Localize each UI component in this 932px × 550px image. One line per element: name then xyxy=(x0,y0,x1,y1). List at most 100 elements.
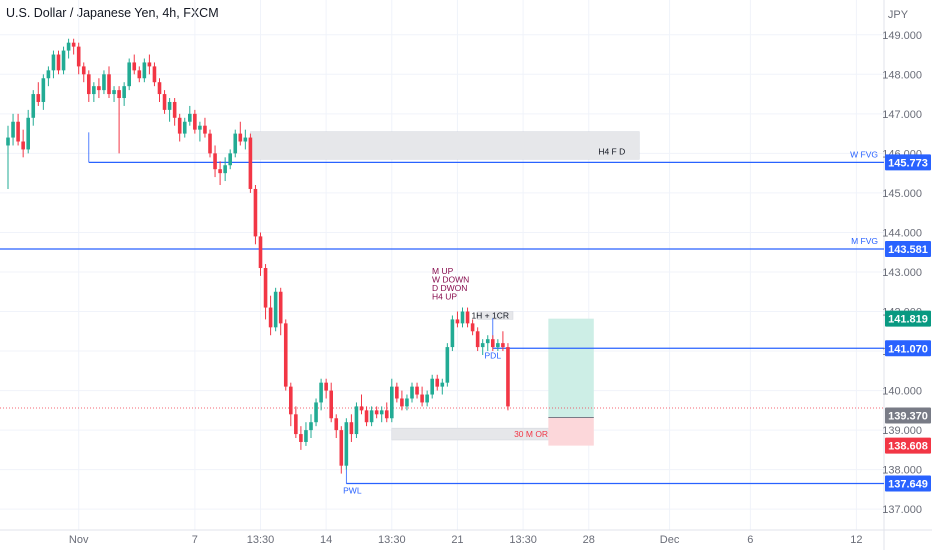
candle-body xyxy=(198,125,202,130)
candle-body xyxy=(450,319,455,348)
level-name-w-fvg: W FVG xyxy=(850,149,878,159)
level-name-m-fvg: M FVG xyxy=(851,236,878,246)
chart-title: U.S. Dollar / Japanese Yen, 4h, FXCM xyxy=(6,6,219,20)
zone-label-h4-fd: H4 F D xyxy=(598,146,625,156)
candle-body xyxy=(177,117,182,134)
candle-body xyxy=(97,86,101,91)
candle-body xyxy=(278,291,283,324)
candle-body xyxy=(61,50,66,71)
price-axis-label: 137.000 xyxy=(882,504,922,516)
candle-body xyxy=(263,268,268,308)
candle-body xyxy=(460,311,465,324)
candle-body xyxy=(233,133,238,154)
price-tag-text: 143.581 xyxy=(888,244,928,256)
candle-body xyxy=(324,382,328,391)
price-tag: 139.370 xyxy=(885,407,931,424)
price-tag-text: 141.819 xyxy=(888,314,928,326)
candle-body xyxy=(157,82,162,95)
time-axis-label: 14 xyxy=(320,534,332,546)
candle-body xyxy=(51,54,56,71)
candle-body xyxy=(188,113,192,122)
candle-body xyxy=(344,422,349,466)
position-target-zone xyxy=(548,318,594,418)
candle-body xyxy=(81,66,86,75)
candle-body xyxy=(258,236,263,269)
time-axis-label: 13:30 xyxy=(509,534,537,546)
candle-body xyxy=(273,291,278,328)
candle-body xyxy=(21,141,25,150)
level-name-pwl: PWL xyxy=(343,486,362,496)
candle-body xyxy=(289,386,293,415)
zone-label-1h-1cr: 1H + 1CR xyxy=(471,310,509,320)
candle-body xyxy=(142,62,147,79)
zone-label-30m-origin: 30 M ORIGIN xyxy=(514,429,565,439)
candle-body xyxy=(359,406,364,411)
candle-body xyxy=(122,86,126,99)
candle-body xyxy=(172,101,177,118)
zone-box xyxy=(250,131,640,160)
bias-annotation: W DOWN xyxy=(432,275,469,285)
candle-body xyxy=(496,343,500,348)
candle-body xyxy=(470,323,475,332)
candle-body xyxy=(299,434,303,442)
candle-body xyxy=(364,410,369,423)
candle-body xyxy=(480,343,485,348)
level-name-pdl: PDL xyxy=(485,350,502,360)
time-axis-label: 7 xyxy=(192,534,198,546)
candle-body xyxy=(485,339,490,344)
candle-body xyxy=(319,382,323,403)
time-axis-label: 21 xyxy=(451,534,463,546)
candle-body xyxy=(334,418,339,431)
candle-body xyxy=(501,343,505,348)
price-tag: 145.773 xyxy=(885,154,931,171)
candle-body xyxy=(26,117,30,150)
time-axis-label: 13:30 xyxy=(378,534,406,546)
candle-body xyxy=(107,74,111,95)
price-tag-text: 138.608 xyxy=(888,441,928,453)
candle-body xyxy=(11,121,15,138)
candle-body xyxy=(208,133,212,154)
candle-body xyxy=(41,78,46,102)
price-axis-label: 143.000 xyxy=(882,267,922,279)
candle-body xyxy=(445,347,450,383)
candle-body xyxy=(117,90,121,99)
candle-body xyxy=(415,386,419,395)
candle-body xyxy=(506,347,510,407)
candle-body xyxy=(92,86,96,95)
candle-body xyxy=(384,410,389,419)
candle-body xyxy=(329,390,333,419)
candle-body xyxy=(430,378,434,395)
candle-body xyxy=(193,113,197,130)
zone-box xyxy=(477,311,514,320)
candle-body xyxy=(425,394,429,403)
candle-body xyxy=(390,386,394,419)
candle-body xyxy=(491,339,495,348)
candle-body xyxy=(223,165,227,174)
price-tag: 141.070 xyxy=(885,340,931,357)
candle-body xyxy=(395,386,399,399)
price-tag-bg xyxy=(885,154,931,171)
position-stop-zone xyxy=(548,417,594,446)
price-axis-label: 145.000 xyxy=(882,188,922,200)
price-tag: 141.819 xyxy=(885,310,931,327)
price-axis-label: 144.000 xyxy=(882,227,922,239)
time-axis-label: 6 xyxy=(747,534,753,546)
price-tag-text: 137.649 xyxy=(888,479,928,491)
candle-body xyxy=(309,422,313,431)
candle-body xyxy=(203,125,207,134)
time-axis-label: 12 xyxy=(850,534,862,546)
candle-body xyxy=(379,410,384,415)
candle-body xyxy=(349,422,354,435)
candle-body xyxy=(268,307,273,328)
price-axis-label: 140.000 xyxy=(882,386,922,398)
price-tag-text: 145.773 xyxy=(888,157,928,169)
price-tag-bg xyxy=(885,241,931,258)
candle-body xyxy=(228,153,232,166)
candle-body xyxy=(71,42,76,47)
candle-body xyxy=(248,137,253,189)
candle-body xyxy=(440,382,445,387)
candle-body xyxy=(66,42,71,51)
candle-body xyxy=(31,94,36,118)
candle-body xyxy=(455,319,460,324)
